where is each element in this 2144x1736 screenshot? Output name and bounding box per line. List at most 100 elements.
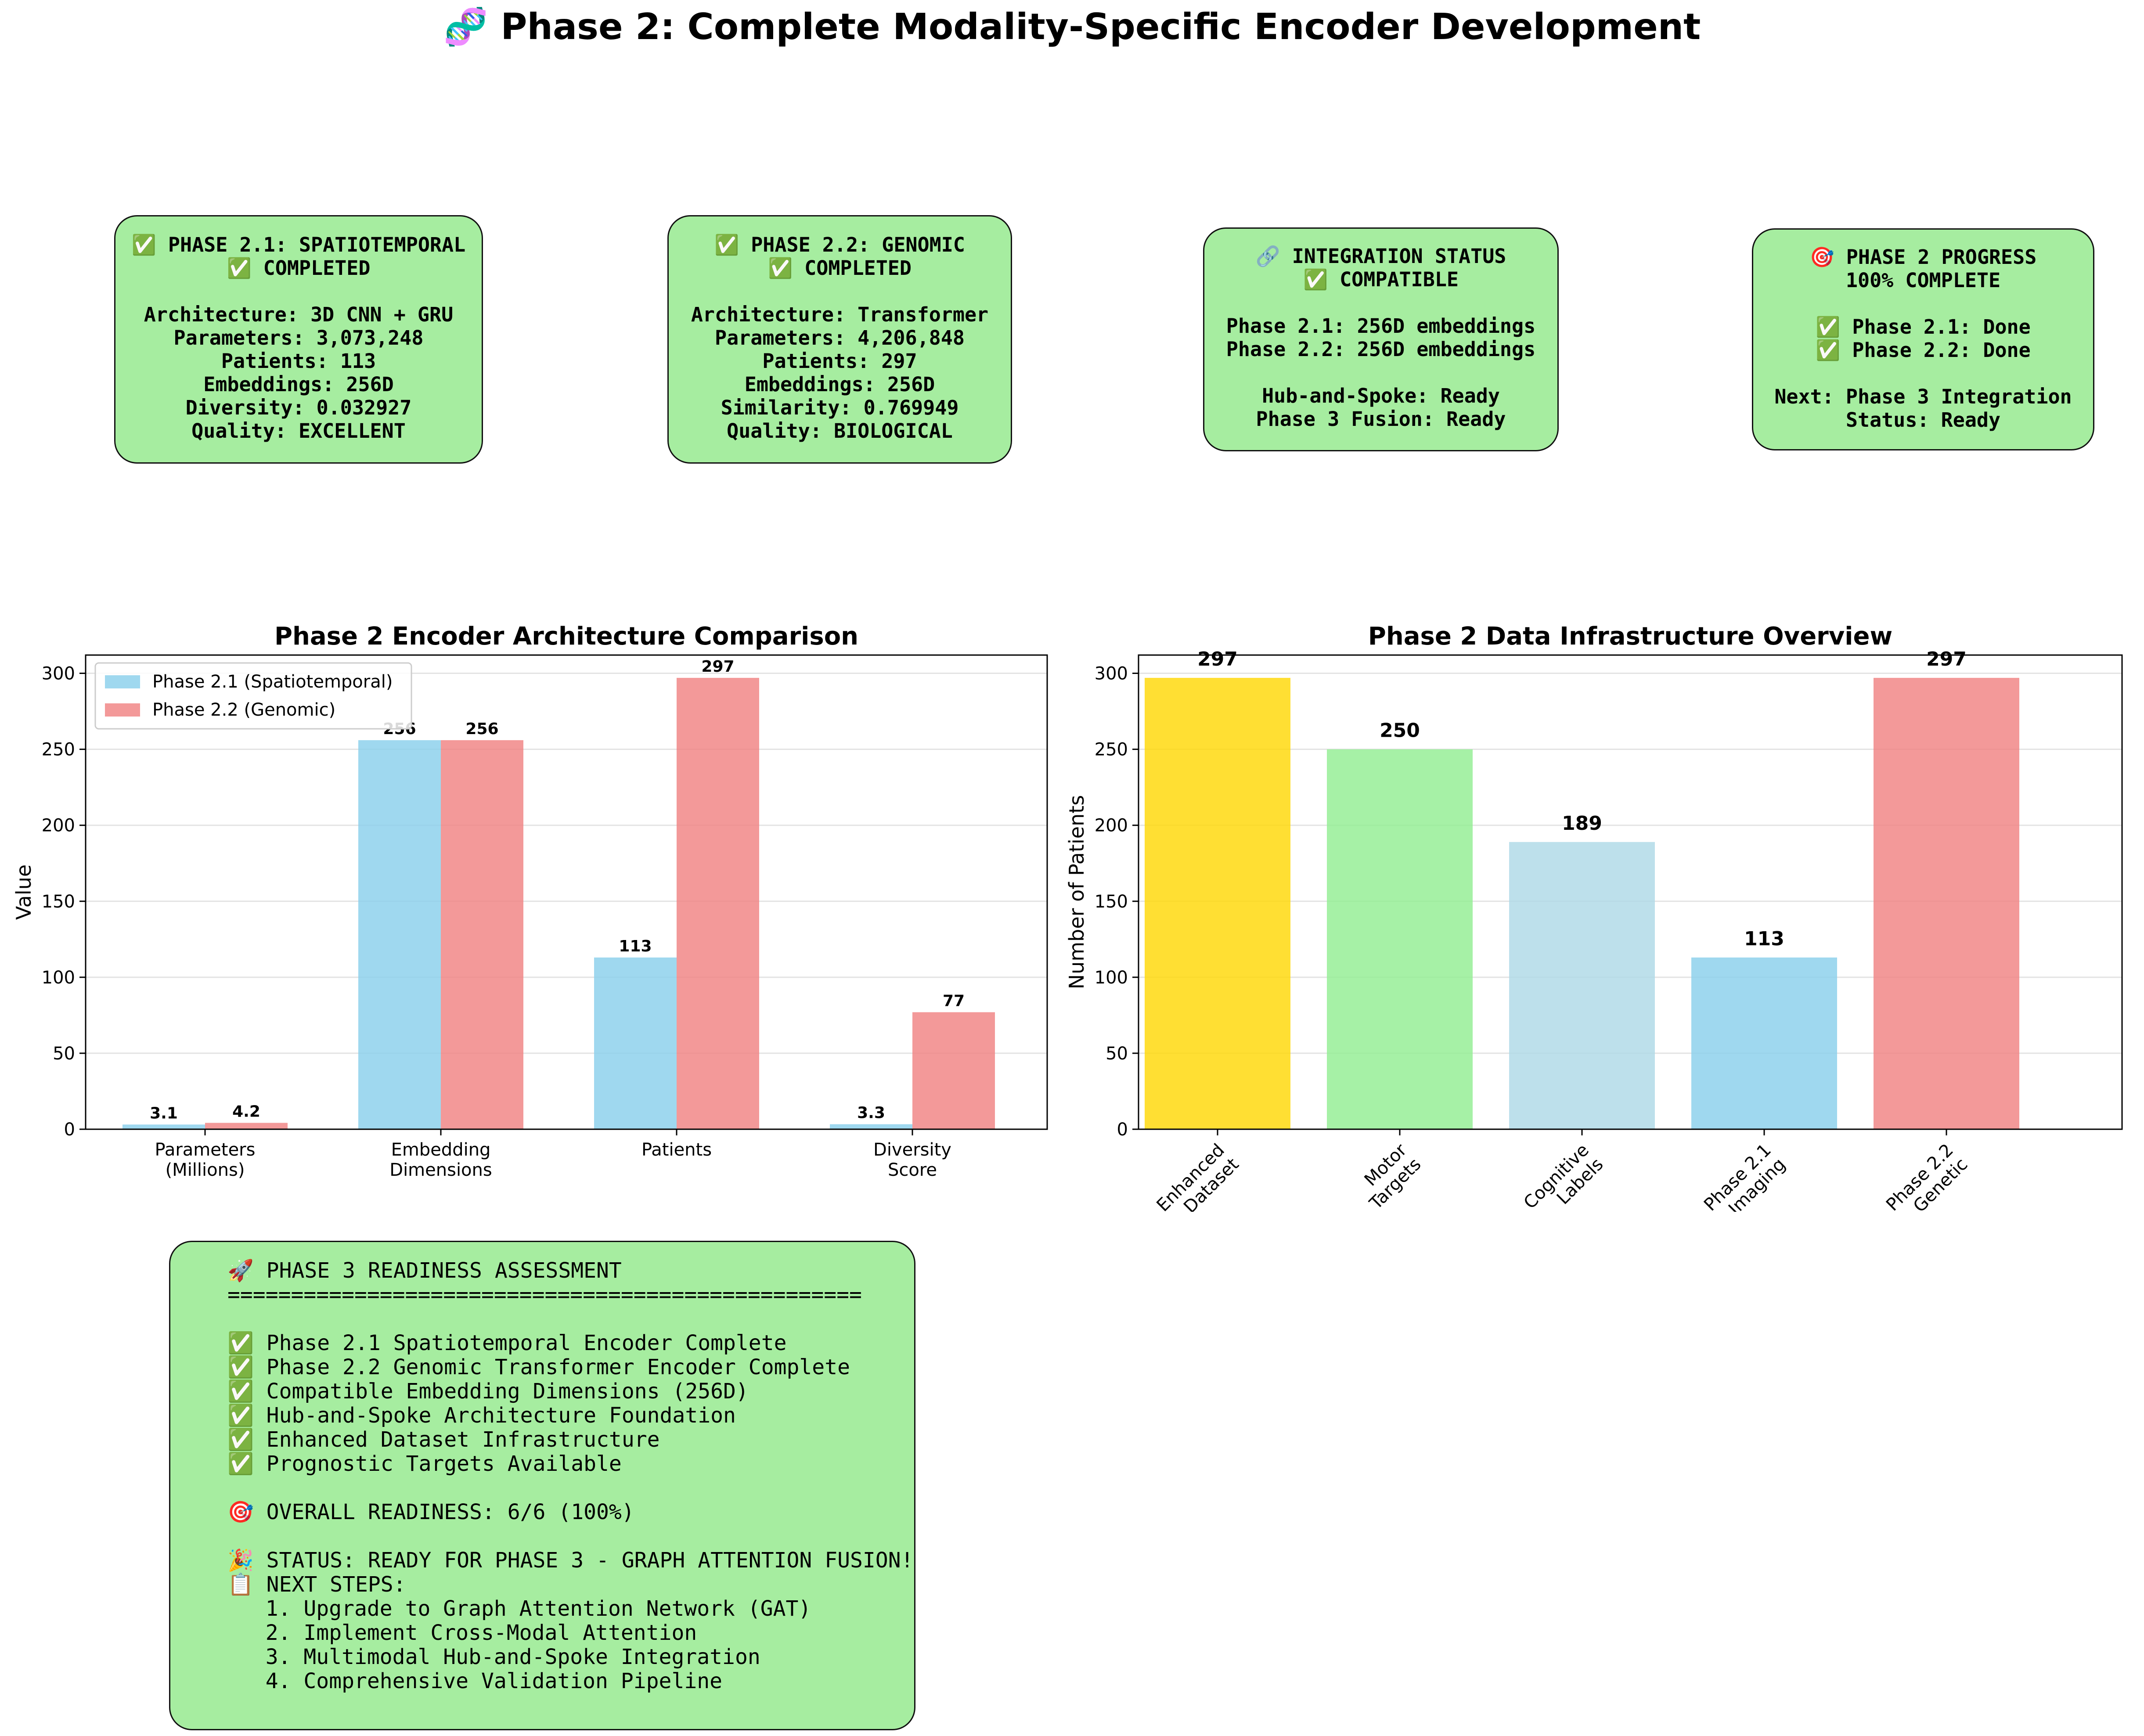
readiness-line: 1. Upgrade to Graph Attention Network (G… (227, 1596, 811, 1621)
readiness-line: ✅ Phase 2.2 Genomic Transformer Encoder … (227, 1355, 850, 1379)
readiness-line: 3. Multimodal Hub-and-Spoke Integration (227, 1645, 760, 1669)
x-tick-label: Patients (641, 1140, 712, 1160)
y-axis-label: Number of Patients (1065, 795, 1088, 990)
y-tick-label: 0 (1117, 1120, 1128, 1140)
y-tick-label: 200 (1095, 816, 1128, 836)
card-line (115, 280, 482, 303)
y-tick-label: 200 (42, 816, 75, 836)
data-label: 3.1 (150, 1104, 178, 1122)
figure-title: 🧬 Phase 2: Complete Modality-Specific En… (443, 6, 1701, 48)
bar (358, 740, 441, 1129)
readiness-line: ✅ Phase 2.1 Spatiotemporal Encoder Compl… (227, 1331, 787, 1355)
card-line: Embeddings: 256D (203, 373, 394, 396)
card-line (1753, 292, 2093, 315)
bar (1691, 957, 1837, 1129)
readiness-line: 4. Comprehensive Validation Pipeline (227, 1669, 723, 1693)
chart-title: Phase 2 Data Infrastructure Overview (1368, 622, 1892, 651)
x-tick-label: Diversity (873, 1140, 951, 1160)
readiness-line: 📋 NEXT STEPS: (227, 1572, 406, 1597)
card-line: Parameters: 4,206,848 (715, 326, 965, 349)
readiness-line: ========================================… (227, 1282, 862, 1307)
card-line: Architecture: Transformer (691, 303, 989, 326)
y-tick-label: 150 (1095, 892, 1128, 912)
bar (594, 957, 677, 1129)
data-label: 3.3 (857, 1104, 885, 1122)
card-line (1753, 362, 2093, 385)
card-line: ✅ PHASE 2.1: SPATIOTEMPORAL (131, 233, 466, 256)
bar (1509, 842, 1655, 1129)
x-tick-label: Parameters (155, 1140, 256, 1160)
card-line: Quality: BIOLOGICAL (727, 419, 953, 443)
card-line: Architecture: 3D CNN + GRU (144, 303, 454, 326)
data-label: 4.2 (232, 1102, 260, 1120)
legend-swatch (105, 675, 140, 688)
legend-label: Phase 2.2 (Genomic) (152, 700, 335, 720)
card-line: ✅ COMPLETED (227, 256, 371, 280)
phase-2-1-status-card: ✅ PHASE 2.1: SPATIOTEMPORAL ✅ COMPLETED Ar… (114, 215, 483, 464)
card-line: Phase 2.2: 256D embeddings (1226, 338, 1536, 361)
chart-title: Phase 2 Encoder Architecture Comparison (274, 622, 858, 651)
card-line: ✅ COMPLETED (768, 256, 912, 280)
data-label: 189 (1562, 812, 1602, 835)
legend-box (94, 662, 412, 730)
card-line (1204, 361, 1557, 384)
card-line (1204, 291, 1557, 314)
readiness-line: 🚀 PHASE 3 READINESS ASSESSMENT (227, 1258, 622, 1283)
x-tick-label: Dimensions (389, 1160, 492, 1180)
readiness-line: ✅ Enhanced Dataset Infrastructure (227, 1427, 660, 1452)
y-tick-label: 0 (64, 1120, 75, 1140)
card-line: 🎯 PHASE 2 PROGRESS (1809, 245, 2037, 269)
card-line: Status: Ready (1845, 408, 2001, 432)
bar (912, 1012, 995, 1129)
x-tick-label: (Millions) (166, 1160, 245, 1180)
y-tick-label: 250 (1095, 740, 1128, 760)
legend-swatch (105, 703, 140, 717)
y-tick-label: 50 (1106, 1044, 1128, 1064)
readiness-line: ✅ Hub-and-Spoke Architecture Foundation (227, 1403, 736, 1428)
readiness-line (227, 1524, 914, 1549)
legend-label: Phase 2.1 (Spatiotemporal) (152, 672, 393, 692)
y-axis-label: Value (12, 864, 36, 920)
card-line: ✅ Phase 2.2: Done (1816, 339, 2031, 362)
readiness-line: 🎯 OVERALL READINESS: 6/6 (100%) (227, 1500, 634, 1524)
readiness-line: 🎉 STATUS: READY FOR PHASE 3 - GRAPH ATTE… (227, 1548, 914, 1573)
readiness-line: ✅ Prognostic Targets Available (227, 1451, 622, 1476)
card-line: Diversity: 0.032927 (185, 396, 412, 419)
readiness-line (227, 1307, 914, 1331)
y-tick-label: 50 (53, 1044, 75, 1064)
bar (441, 740, 523, 1129)
card-line: ✅ PHASE 2.2: GENOMIC (714, 233, 965, 256)
y-tick-label: 300 (1095, 664, 1128, 684)
phase-2-2-status-card: ✅ PHASE 2.2: GENOMIC ✅ COMPLETED Architect… (667, 215, 1012, 464)
architecture-comparison-chart: 0 50 100 150 200 250 300 Phase 2 Encoder Archit… (12, 622, 1048, 1180)
data-label: 256 (465, 720, 498, 738)
card-line: Parameters: 3,073,248 (173, 326, 424, 349)
y-tick-label: 150 (42, 892, 75, 912)
card-line: 🔗 INTEGRATION STATUS (1255, 245, 1506, 268)
y-tick-label: 100 (42, 968, 75, 988)
card-line: ✅ COMPATIBLE (1303, 268, 1459, 291)
readiness-line: ✅ Compatible Embedding Dimensions (256D) (227, 1379, 749, 1404)
phase-2-progress-card: 🎯 PHASE 2 PROGRESS 100% COMPLETE ✅ Phase 2… (1752, 228, 2094, 450)
y-tick-label: 100 (1095, 968, 1128, 988)
bar (830, 1124, 912, 1129)
readiness-line (227, 1476, 914, 1500)
card-line: Patients: 297 (762, 349, 917, 373)
data-label: 113 (619, 937, 652, 955)
y-tick-label: 300 (42, 664, 75, 684)
phase-3-readiness-card: 🚀 PHASE 3 READINESS ASSESSMENT ==========… (169, 1241, 915, 1730)
card-line: ✅ Phase 2.1: Done (1816, 315, 2031, 339)
readiness-line: 2. Implement Cross-Modal Attention (227, 1621, 697, 1645)
data-label: 297 (1926, 648, 1967, 670)
card-line: Phase 2.1: 256D embeddings (1226, 314, 1536, 338)
bar (1874, 677, 2019, 1129)
data-label: 250 (1380, 720, 1420, 742)
card-line: Phase 3 Fusion: Ready (1256, 407, 1506, 431)
plot-frame (1138, 654, 2123, 1130)
card-line: 100% COMPLETE (1845, 269, 2001, 292)
card-line: Embeddings: 256D (744, 373, 935, 396)
